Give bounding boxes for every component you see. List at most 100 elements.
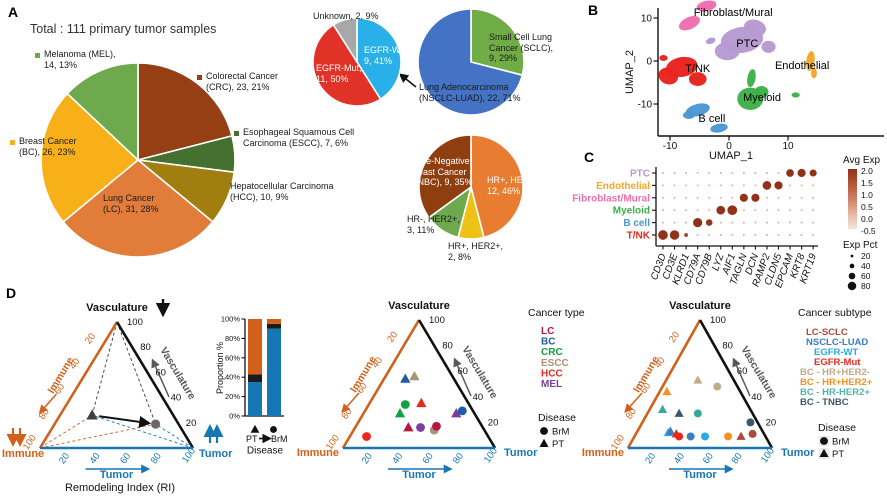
tumor-tick: 80 xyxy=(451,451,466,466)
immune-tick: 60 xyxy=(355,381,370,396)
legend-entry: LC-SCLC xyxy=(806,327,848,338)
primary-tumor-pie xyxy=(40,62,236,258)
ri-ternary: 208020406040604060802080100100100Vascula… xyxy=(2,299,233,494)
legend-entry: LC xyxy=(541,326,554,337)
bar-cat-pt: PT xyxy=(246,434,258,444)
vasculature-tick: 60 xyxy=(457,366,468,377)
vasculature-tick: 40 xyxy=(171,393,182,404)
legend-entry: BC xyxy=(541,337,555,348)
umap-cluster-tnk xyxy=(658,54,707,86)
umap1-tick: 10 xyxy=(782,141,794,152)
vasculature-tick: 20 xyxy=(488,417,499,428)
legend-entry: BC - TNBC xyxy=(800,397,849,408)
pie-slice xyxy=(66,62,139,161)
tumor-tick: 80 xyxy=(149,451,164,466)
legend-entry: BC - HR+HER2- xyxy=(800,367,870,378)
disease-legend-title: Disease xyxy=(818,422,856,434)
cancer-subtype-ternary: 208020406040604060802080100100100Vascula… xyxy=(582,300,815,481)
pie-slice xyxy=(137,62,233,161)
vasculature-axis-title: Vasculature xyxy=(86,302,148,314)
pie-slice xyxy=(470,8,525,76)
dotplot-row-label: B cell xyxy=(623,218,650,229)
tumor-tick: 20 xyxy=(57,451,72,466)
dotplot-row-label: Myeloid xyxy=(613,206,650,217)
avg-exp-tick: 2.0 xyxy=(861,166,873,176)
umap2-tick: 10 xyxy=(641,14,653,25)
immune-tick: 60 xyxy=(638,381,653,396)
tumor-tick: 60 xyxy=(701,451,716,466)
avg-exp-tick: 0.5 xyxy=(861,202,873,212)
vasculature-axis-title: Vasculature xyxy=(669,300,731,312)
tumor-axis-title: Tumor xyxy=(402,469,436,481)
immune-tick: 80 xyxy=(624,406,639,421)
vasculature-tick: 80 xyxy=(722,341,733,352)
avg-exp-tick: 1.5 xyxy=(861,178,873,188)
legend-entry: EGFR-WT xyxy=(814,347,859,358)
exp-pct-tick: 20 xyxy=(861,251,871,261)
pie-slice xyxy=(332,17,358,63)
umap-plot: 10 0 -10 -10 0 10 UMAP_1 UMAP_2 T/NK PTC Fibroblas… xyxy=(624,0,884,162)
vasculature-tick: 20 xyxy=(766,417,777,428)
vasculature-100: 100 xyxy=(710,315,726,326)
umap-cluster-label: B cell xyxy=(698,113,725,125)
umap-cluster-endothelial xyxy=(806,51,817,79)
dotplot-row-label: Endothelial xyxy=(596,181,650,192)
panel-label-d: D xyxy=(6,285,17,301)
bar-ytick: 100% xyxy=(221,315,241,324)
umap2-tick: -10 xyxy=(638,100,653,111)
immune-tick: 20 xyxy=(385,330,400,345)
tumor-tick: 40 xyxy=(672,451,687,466)
legend-cancer-subtype: Cancer subtype LC-SCLCNSCLC-LUADEGFR-WTEG… xyxy=(798,307,873,408)
immune-tick: 40 xyxy=(68,356,83,371)
umap1-axis-label: UMAP_1 xyxy=(709,150,753,162)
immune-tick: 80 xyxy=(37,407,52,422)
tumor-vertex-label: Tumor xyxy=(781,447,815,459)
legend-entry: CRC xyxy=(541,347,563,358)
pie-slice xyxy=(40,92,139,223)
disease-legend-entry: BrM xyxy=(832,437,850,448)
vasculature-axis-title: Vasculature xyxy=(388,300,450,312)
umap1-tick: -10 xyxy=(663,141,678,152)
avg-exp-tick: -0.5 xyxy=(861,226,876,236)
pie-slice xyxy=(312,24,382,107)
tumor-axis-title: Tumor xyxy=(683,469,717,481)
disease-legend-entry: BrM xyxy=(552,427,570,438)
umap1-tick: 0 xyxy=(726,141,732,152)
panel-label-c: C xyxy=(584,149,595,165)
tumor-tick: 60 xyxy=(421,451,436,466)
umap-cluster-fibroblastmural xyxy=(678,0,717,31)
avg-exp-title: Avg Exp xyxy=(843,155,880,166)
exp-pct-tick: 40 xyxy=(861,261,871,271)
legend-title: Cancer type xyxy=(528,307,585,319)
immune-tick: 60 xyxy=(52,382,67,397)
tumor-tick: 20 xyxy=(643,451,658,466)
tumor-tick: 20 xyxy=(360,451,375,466)
legend-title: Cancer subtype xyxy=(798,307,872,319)
exp-pct-tick: 60 xyxy=(861,271,871,281)
immune-corner-label: Immune xyxy=(2,448,44,460)
panel-a-title: Total : 111 primary tumor samples xyxy=(30,22,217,36)
umap2-axis-label: UMAP_2 xyxy=(624,50,636,94)
vasculature-tick: 40 xyxy=(473,392,484,403)
umap-cluster-ptc xyxy=(705,19,776,61)
umap-cluster-label: PTC xyxy=(736,38,758,50)
immune-tick: 20 xyxy=(83,331,98,346)
bar-ytick: 40% xyxy=(225,373,240,382)
tumor-tick: 40 xyxy=(88,451,103,466)
immune-tick: 80 xyxy=(340,406,355,421)
ri-caption: Remodeling Index (RI) xyxy=(65,482,175,494)
immune-vertex-label: Immune xyxy=(297,447,339,459)
dotplot-row-label: T/NK xyxy=(627,231,651,242)
umap-cluster-myeloid xyxy=(737,69,800,111)
legend-entry: MEL xyxy=(541,379,562,390)
immune-vertex-label: Immune xyxy=(582,447,624,459)
vasculature-tick: 60 xyxy=(737,366,748,377)
vasculature-100: 100 xyxy=(127,317,143,328)
tumor-corner-label: Tumor xyxy=(199,448,233,460)
vasculature-tick: 20 xyxy=(186,418,197,429)
